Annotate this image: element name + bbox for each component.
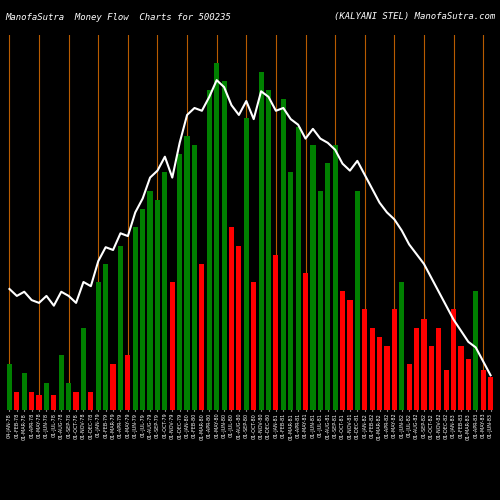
Bar xyxy=(118,246,123,410)
Bar xyxy=(325,164,330,410)
Bar xyxy=(206,90,212,410)
Bar xyxy=(132,228,138,410)
Bar xyxy=(170,282,175,410)
Bar xyxy=(473,291,478,410)
Bar xyxy=(399,282,404,410)
Bar xyxy=(229,228,234,410)
Bar xyxy=(36,396,42,410)
Bar xyxy=(7,364,12,410)
Bar xyxy=(66,382,71,410)
Text: ManofaSutra  Money Flow  Charts for 500235: ManofaSutra Money Flow Charts for 500235 xyxy=(5,12,231,22)
Bar xyxy=(44,382,49,410)
Bar xyxy=(362,310,368,410)
Bar xyxy=(148,190,152,410)
Text: (KALYANI STEL) ManofaSutra.com: (KALYANI STEL) ManofaSutra.com xyxy=(334,12,495,22)
Bar xyxy=(280,100,286,410)
Bar xyxy=(310,145,316,410)
Bar xyxy=(14,392,20,410)
Bar xyxy=(377,337,382,410)
Bar xyxy=(177,154,182,410)
Bar xyxy=(162,172,168,410)
Bar xyxy=(222,81,226,410)
Bar xyxy=(140,209,145,410)
Bar xyxy=(81,328,86,410)
Bar xyxy=(429,346,434,410)
Bar xyxy=(466,359,471,410)
Bar xyxy=(103,264,108,410)
Bar xyxy=(184,136,190,410)
Bar xyxy=(52,396,57,410)
Bar xyxy=(414,328,419,410)
Bar xyxy=(451,310,456,410)
Bar xyxy=(480,370,486,410)
Bar xyxy=(422,318,426,410)
Bar xyxy=(436,328,442,410)
Bar xyxy=(266,90,271,410)
Bar xyxy=(392,310,397,410)
Bar xyxy=(200,264,204,410)
Bar xyxy=(22,374,27,410)
Bar xyxy=(348,300,352,410)
Bar xyxy=(296,126,300,410)
Bar xyxy=(155,200,160,410)
Bar xyxy=(74,392,78,410)
Bar xyxy=(406,364,412,410)
Bar xyxy=(340,291,345,410)
Bar xyxy=(251,282,256,410)
Bar xyxy=(192,145,197,410)
Bar xyxy=(274,254,278,410)
Bar xyxy=(318,190,323,410)
Bar xyxy=(444,370,448,410)
Bar xyxy=(458,346,464,410)
Bar xyxy=(29,392,34,410)
Bar xyxy=(370,328,374,410)
Bar xyxy=(236,246,242,410)
Bar xyxy=(88,392,94,410)
Bar xyxy=(488,377,493,410)
Bar xyxy=(96,282,101,410)
Bar xyxy=(354,190,360,410)
Bar xyxy=(288,172,294,410)
Bar xyxy=(384,346,390,410)
Bar xyxy=(214,63,220,410)
Bar xyxy=(58,355,64,410)
Bar xyxy=(258,72,264,410)
Bar xyxy=(303,273,308,410)
Bar xyxy=(332,145,338,410)
Bar xyxy=(126,355,130,410)
Bar xyxy=(244,118,249,410)
Bar xyxy=(110,364,116,410)
